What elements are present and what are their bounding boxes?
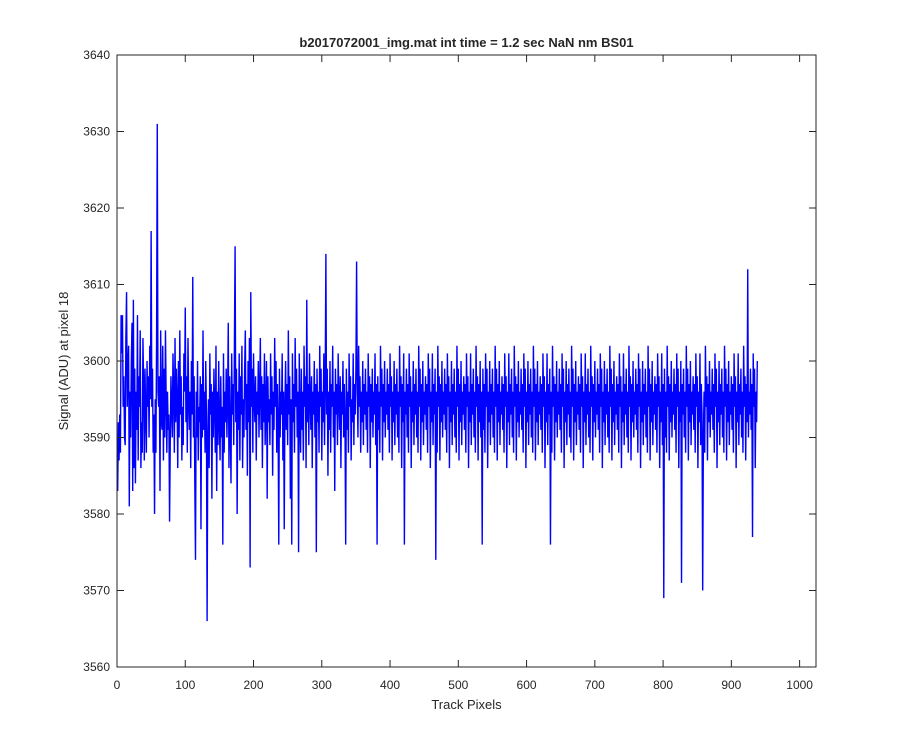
y-tick-label: 3620 <box>83 201 110 215</box>
x-tick-label: 600 <box>517 678 537 692</box>
x-tick-label: 300 <box>312 678 332 692</box>
y-tick-label: 3580 <box>83 507 110 521</box>
x-tick-label: 1000 <box>786 678 813 692</box>
y-tick-label: 3640 <box>83 48 110 62</box>
x-tick-label: 800 <box>653 678 673 692</box>
y-tick-label: 3570 <box>83 584 110 598</box>
x-tick-label: 0 <box>114 678 121 692</box>
chart-title: b2017072001_img.mat int time = 1.2 sec N… <box>299 35 633 50</box>
x-tick-label: 900 <box>721 678 741 692</box>
y-tick-label: 3610 <box>83 278 110 292</box>
x-tick-label: 100 <box>175 678 195 692</box>
x-tick-label: 500 <box>448 678 468 692</box>
y-tick-label: 3590 <box>83 431 110 445</box>
y-tick-label: 3560 <box>83 660 110 674</box>
x-axis-label: Track Pixels <box>431 697 502 712</box>
series-line-0 <box>116 123 758 622</box>
y-tick-label: 3630 <box>83 125 110 139</box>
x-tick-label: 400 <box>380 678 400 692</box>
y-tick-label: 3600 <box>83 354 110 368</box>
y-axis-label: Signal (ADU) at pixel 18 <box>56 292 71 431</box>
x-tick-label: 700 <box>585 678 605 692</box>
x-tick-label: 200 <box>244 678 264 692</box>
